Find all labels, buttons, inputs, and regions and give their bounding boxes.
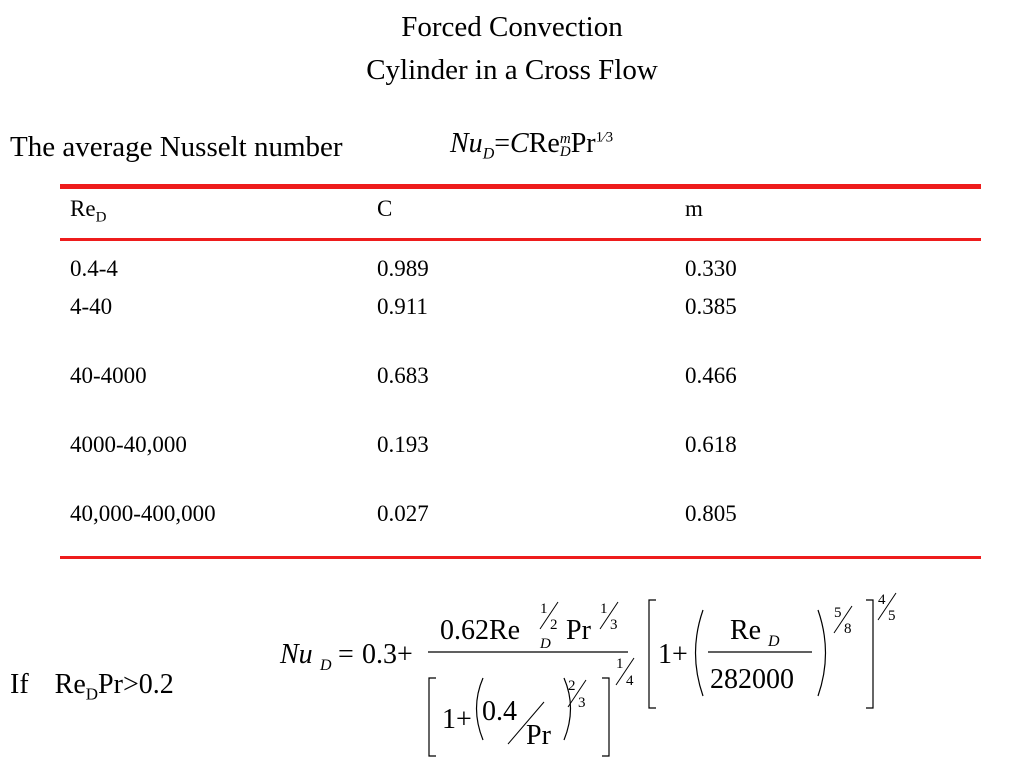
intro-text: The average Nusselt number: [10, 131, 343, 163]
table-row: 4-40 0.911 0.385: [60, 284, 981, 352]
header-m: m: [685, 196, 703, 221]
eq-pr-exponent: 1⁄3: [595, 129, 614, 146]
nusselt-equation: NuD=CRe m D Pr1⁄3: [450, 128, 613, 164]
table-header-row: ReD C m: [60, 196, 981, 240]
slide-title-line1: Forced Convection: [401, 11, 623, 43]
eq2-num-coef: 0.62Re: [440, 615, 520, 646]
eq-nu-sub: D: [482, 145, 495, 163]
eq2-fourfifths-d: 5: [888, 608, 896, 624]
cell-re-range: 4000-40,000: [70, 432, 187, 457]
cell-c: 0.911: [377, 294, 428, 319]
table-row: 0.4-4 0.989 0.330: [60, 240, 981, 284]
eq2-br-paren-right: [817, 609, 827, 697]
cell-c: 0.683: [377, 363, 429, 388]
eq2-nu-sub: D: [319, 657, 332, 674]
table-top-rule: [60, 184, 981, 189]
eq2-den-slash: [507, 701, 545, 745]
cell-m: 0.330: [685, 256, 737, 281]
cell-re-range: 4-40: [70, 294, 113, 319]
condition-rest: Pr>0.2: [98, 669, 174, 700]
eq2-fiveeighths-n: 5: [834, 605, 842, 621]
condition-if: If: [10, 669, 29, 700]
eq2-third-n: 1: [600, 601, 608, 617]
eq2-den-num: 0.4: [482, 696, 517, 727]
eq2-br-paren-left: [694, 609, 704, 697]
cell-re-range: 40-4000: [70, 363, 147, 388]
eq2-fiveeighths-slash: [833, 605, 853, 634]
eq2-twothirds-d: 3: [578, 695, 586, 711]
eq2-half-n: 1: [540, 601, 548, 617]
eq2-quarter-d: 4: [626, 673, 634, 689]
condition-text: If ReDPr>0.2: [10, 669, 174, 705]
table-bottom-rule: [60, 556, 981, 559]
eq2-half-d: 2: [550, 617, 558, 633]
eq2-br-bracket-right: [866, 599, 874, 709]
cell-m: 0.805: [685, 501, 737, 526]
cell-re-range: 0.4-4: [70, 256, 118, 281]
eq2-num-re-sub: D: [539, 636, 551, 652]
eq2-twothirds-slash: [567, 679, 587, 708]
eq-pr: Pr: [570, 128, 596, 159]
cell-c: 0.193: [377, 432, 429, 457]
cell-m: 0.466: [685, 363, 737, 388]
eq2-fiveeighths-d: 8: [844, 621, 852, 637]
eq2-third-slash: [599, 601, 619, 630]
eq2-const: 0.3+: [362, 639, 413, 670]
eq-nu: Nu: [450, 128, 483, 159]
table-header-rule: [60, 238, 981, 241]
eq2-den-paren-right: [563, 677, 572, 741]
eq-re-sup: m: [559, 130, 571, 147]
eq2-br-den: 282000: [710, 664, 794, 695]
eq2-den-one: 1+: [442, 704, 472, 735]
eq2-br-one: 1+: [658, 639, 688, 670]
eq-re: Re: [528, 128, 560, 159]
eq2-den-bracket-right: [602, 677, 610, 757]
correlation-table: ReD C m 0.4-4 0.989 0.330 4-40 0.911 0.3…: [60, 196, 981, 527]
eq2-den-pr: Pr: [526, 720, 552, 751]
table-row: 4000-40,000 0.193 0.618: [60, 421, 981, 490]
eq2-quarter-n: 1: [616, 656, 624, 672]
cell-c: 0.027: [377, 501, 429, 526]
eq-equals: =: [494, 128, 511, 159]
cell-c: 0.989: [377, 256, 429, 281]
eq2-den-paren-left: [475, 677, 484, 741]
eq2-den-bracket-left: [428, 677, 436, 757]
condition-re: Re: [54, 669, 86, 700]
eq-re-sub: D: [559, 143, 571, 160]
cell-m: 0.618: [685, 432, 737, 457]
eq2-br-re-sub: D: [767, 633, 780, 650]
header-c: C: [377, 196, 393, 221]
cell-m: 0.385: [685, 294, 737, 319]
eq2-br-re: Re: [730, 615, 761, 646]
eq2-fourfifths-slash: [877, 592, 897, 621]
eq2-num-pr: Pr: [566, 615, 592, 646]
churchill-bernstein-equation: Nu D = 0.3+ 0.62Re D 1 2 Pr 1 3 1+ 0.4 P…: [279, 592, 897, 757]
table-row: 40-4000 0.683 0.466: [60, 352, 981, 421]
condition-re-sub: D: [85, 684, 99, 704]
eq-c: C: [510, 128, 529, 159]
eq2-twothirds-n: 2: [568, 678, 576, 694]
cell-re-range: 40,000-400,000: [70, 501, 216, 526]
eq2-half-slash: [539, 601, 559, 630]
slide-title-line2: Cylinder in a Cross Flow: [366, 54, 658, 86]
table-row: 40,000-400,000 0.027 0.805: [60, 490, 981, 527]
eq2-nu: Nu: [279, 639, 313, 670]
eq2-quarter-slash: [615, 657, 635, 686]
header-re: ReD: [70, 196, 107, 226]
eq2-fourfifths-n: 4: [878, 592, 886, 608]
eq2-equals: =: [338, 639, 354, 670]
eq2-br-bracket-left: [648, 599, 656, 709]
eq2-third-d: 3: [610, 617, 618, 633]
